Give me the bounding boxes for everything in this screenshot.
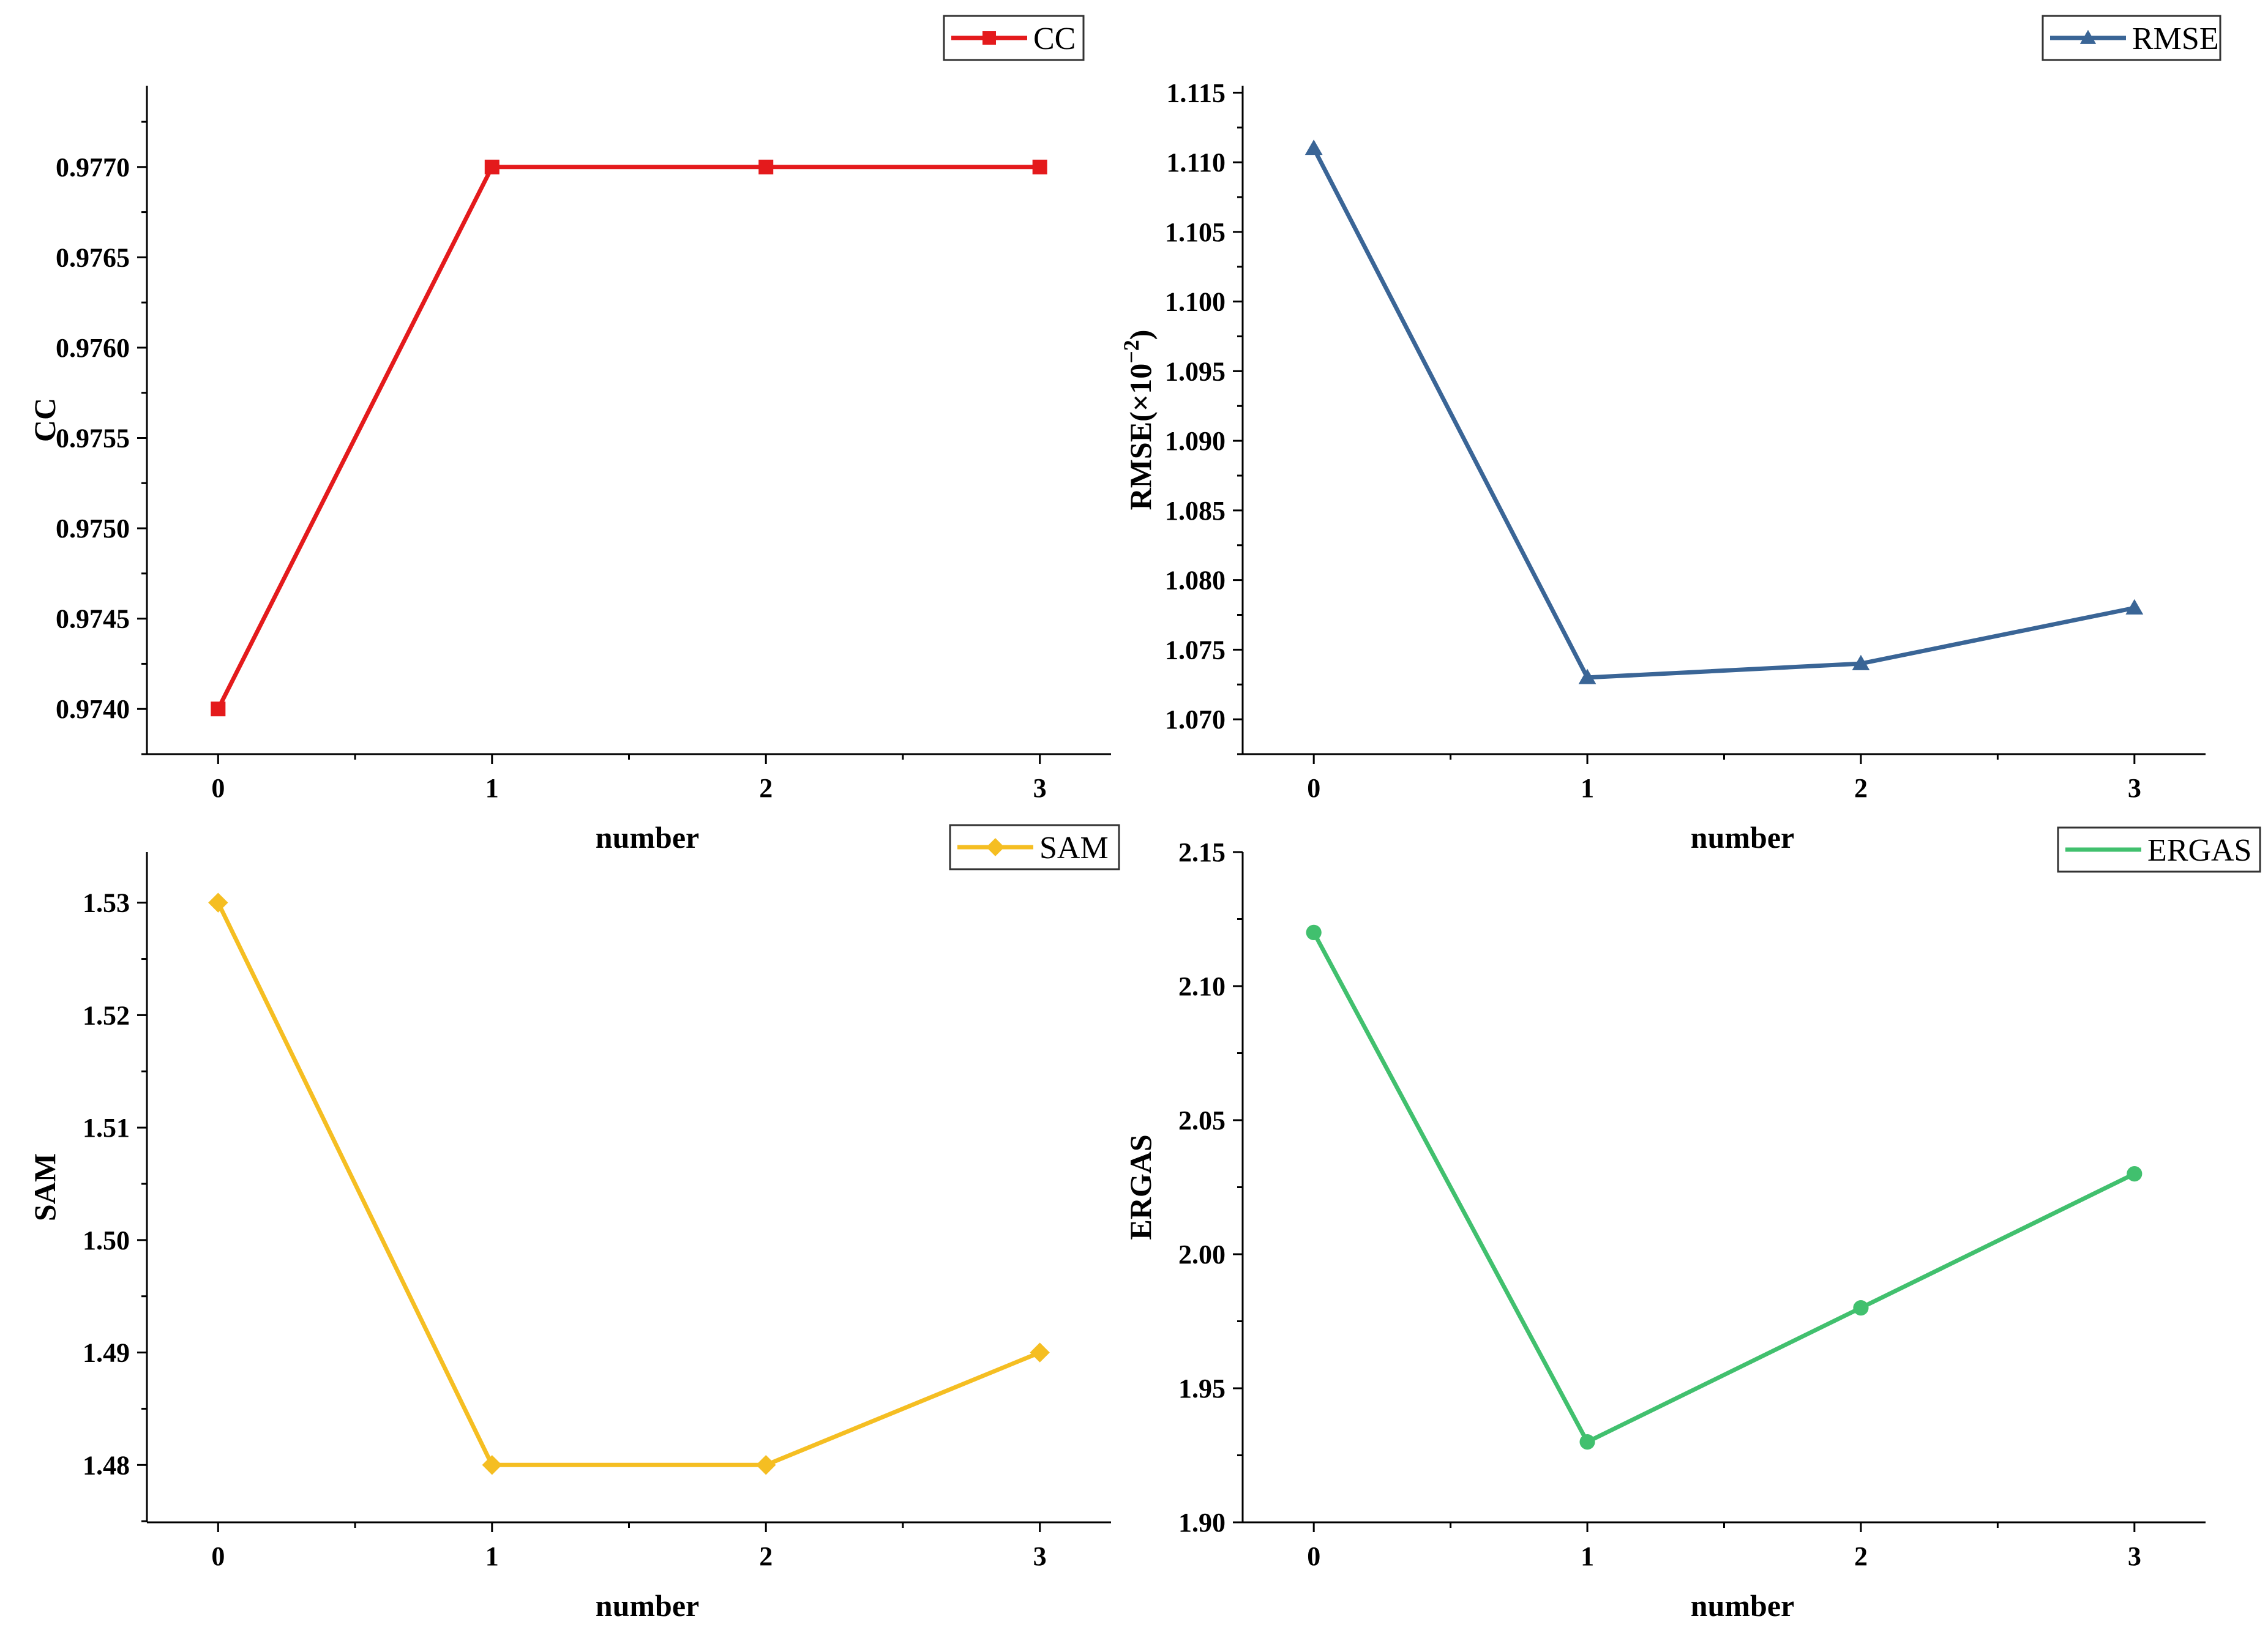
ergas-y-tick-label: 2.05: [1178, 1105, 1226, 1135]
sam-legend: SAM: [949, 824, 1120, 870]
cc-legend-label: CC: [1033, 21, 1076, 56]
rmse-y-tick-label: 1.115: [1166, 78, 1226, 108]
sam-data-point: [756, 1455, 776, 1475]
rmse-y-tick-label: 1.090: [1165, 426, 1226, 456]
ergas-x-tick-label: 0: [1307, 1541, 1320, 1571]
rmse-data-point: [2125, 599, 2144, 615]
cc-y-tick-label: 0.9745: [56, 604, 130, 634]
cc-series-line: [216, 165, 1040, 710]
sam-legend-label: SAM: [1039, 831, 1109, 866]
sam-x-axis-title: number: [596, 1588, 699, 1623]
cc-x-tick-label: 0: [211, 773, 225, 803]
sam-y-tick-label: 1.51: [83, 1113, 130, 1143]
ergas-chart: 1.90 1.95 2.00 2.05 2.10 2.15 0 1 2 3 number ERGAS E…: [1123, 826, 2261, 1623]
sam-y-tick-label: 1.48: [83, 1450, 130, 1480]
sam-chart: 1.48 1.49 1.50 1.51 1.52 1.53 0 1 2 3 number SAM SAM: [28, 824, 1120, 1623]
sam-data-point: [1030, 1342, 1050, 1363]
rmse-chart: 1.070 1.075 1.080 1.085 1.090 1.095 1.100 1.105…: [1119, 15, 2221, 855]
rmse-x-tick-label: 3: [2128, 773, 2141, 803]
rmse-x-tick-label: 2: [1854, 773, 1868, 803]
sam-y-axis-title: SAM: [28, 1153, 62, 1221]
rmse-y-tick-label: 1.070: [1165, 705, 1226, 735]
rmse-y-tick-label: 1.075: [1165, 635, 1226, 665]
cc-data-point: [1032, 159, 1047, 174]
cc-x-tick-label: 2: [759, 773, 773, 803]
ergas-x-axis-title: number: [1691, 1588, 1794, 1623]
rmse-data-point: [1578, 668, 1596, 684]
cc-x-tick-label: 1: [485, 773, 499, 803]
ergas-data-point: [1579, 1434, 1595, 1450]
cc-y-tick-label: 0.9740: [56, 694, 130, 724]
rmse-legend-marker: [2079, 29, 2097, 44]
ergas-series-line: [1312, 931, 2136, 1445]
ergas-x-tick-label: 1: [1581, 1541, 1594, 1571]
ergas-x-tick-label: 3: [2128, 1541, 2141, 1571]
rmse-y-tick-label: 1.095: [1165, 356, 1226, 386]
cc-y-tick-label: 0.9760: [56, 333, 130, 363]
cc-data-point: [758, 159, 774, 174]
rmse-series-line: [1312, 147, 2135, 680]
rmse-data-point: [1852, 654, 1870, 670]
cc-chart: 0.9740 0.9745 0.9750 0.9755 0.9760 0.9765 0.97…: [28, 15, 1111, 855]
sam-data-point: [482, 1455, 502, 1475]
ergas-y-tick-label: 2.15: [1178, 837, 1226, 867]
cc-legend: CC: [943, 15, 1085, 61]
cc-x-tick-label: 3: [1033, 773, 1047, 803]
ergas-y-tick-label: 2.00: [1178, 1240, 1226, 1270]
cc-y-tick-label: 0.9750: [56, 514, 130, 544]
ergas-legend: ERGAS: [2057, 826, 2261, 873]
rmse-y-tick-label: 1.105: [1165, 217, 1226, 247]
rmse-x-axis-title: number: [1691, 820, 1794, 855]
rmse-x-tick-label: 0: [1307, 773, 1320, 803]
rmse-legend-label: RMSE: [2132, 21, 2219, 56]
ergas-y-tick-label: 2.10: [1178, 971, 1226, 1001]
ergas-data-point: [1306, 924, 1322, 940]
sam-x-tick-label: 2: [759, 1541, 773, 1571]
cc-y-tick-label: 0.9755: [56, 424, 130, 454]
ergas-x-tick-label: 2: [1854, 1541, 1868, 1571]
cc-legend-marker: [982, 31, 996, 45]
cc-data-point: [484, 159, 500, 174]
cc-x-axis-title: number: [596, 820, 699, 855]
rmse-data-point: [1304, 139, 1323, 155]
cc-y-tick-label: 0.9765: [56, 242, 130, 272]
ergas-data-point: [1853, 1300, 1869, 1316]
ergas-legend-label: ERGAS: [2147, 833, 2251, 868]
rmse-x-tick-label: 1: [1581, 773, 1594, 803]
sam-y-tick-label: 1.52: [83, 1000, 130, 1030]
cc-y-tick-label: 0.9770: [56, 152, 130, 182]
ergas-y-tick-label: 1.95: [1178, 1374, 1226, 1404]
cc-data-point: [211, 701, 226, 717]
rmse-y-tick-label: 1.085: [1165, 496, 1226, 526]
sam-y-tick-label: 1.49: [83, 1338, 130, 1368]
ergas-data-point: [2127, 1166, 2143, 1182]
rmse-y-axis-title: RMSE(×10−2): [1119, 330, 1158, 511]
rmse-y-tick-label: 1.080: [1165, 566, 1226, 596]
sam-y-tick-label: 1.50: [83, 1225, 130, 1255]
ergas-y-tick-label: 1.90: [1178, 1508, 1226, 1538]
rmse-y-tick-label: 1.110: [1166, 148, 1226, 178]
sam-x-tick-label: 0: [211, 1541, 225, 1571]
rmse-legend: RMSE: [2042, 15, 2221, 61]
sam-y-tick-label: 1.53: [83, 888, 130, 918]
rmse-y-tick-label: 1.100: [1165, 287, 1226, 317]
sam-series-line: [216, 902, 1041, 1467]
ergas-y-axis-title: ERGAS: [1123, 1134, 1158, 1240]
cc-y-axis-title: CC: [28, 398, 62, 442]
sam-x-tick-label: 1: [485, 1541, 499, 1571]
sam-legend-marker: [986, 838, 1005, 856]
sam-data-point: [208, 892, 228, 913]
sam-x-tick-label: 3: [1033, 1541, 1047, 1571]
